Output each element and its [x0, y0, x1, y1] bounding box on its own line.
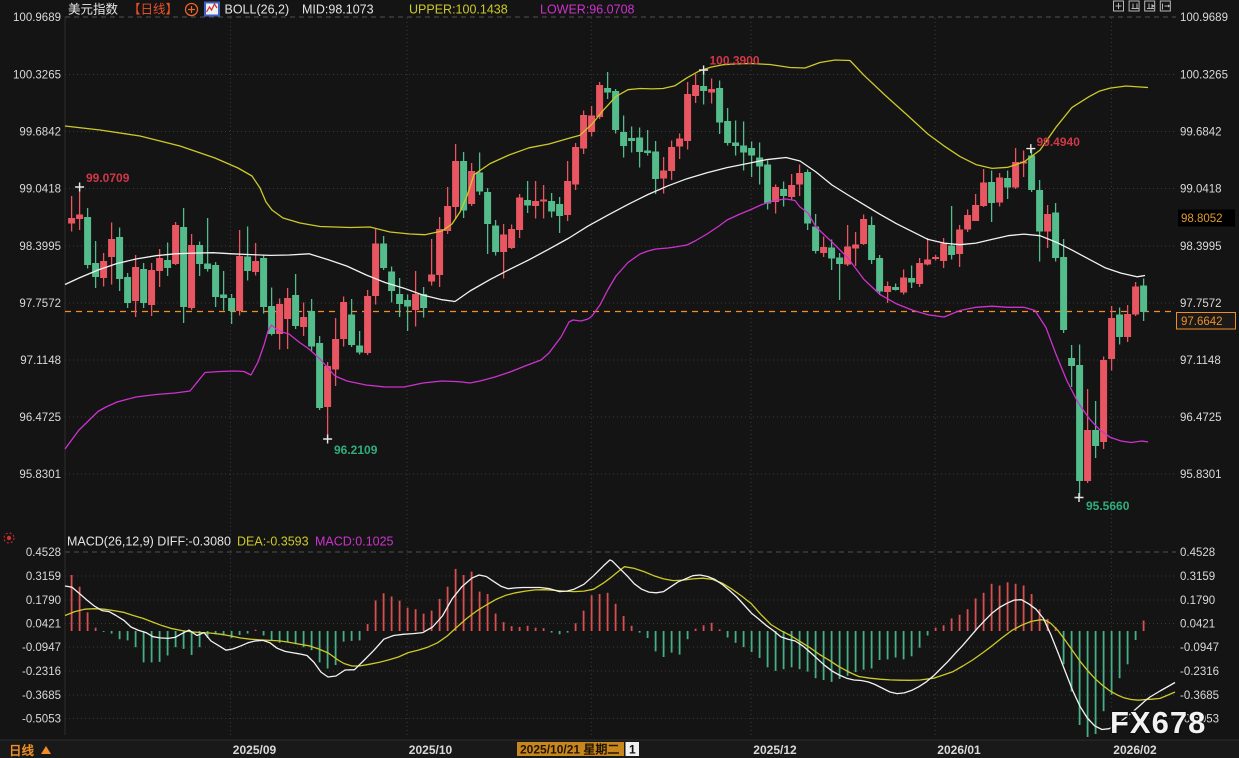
svg-text:MID:98.1073: MID:98.1073: [302, 3, 374, 17]
svg-text:UPPER:100.1438: UPPER:100.1438: [409, 3, 508, 17]
svg-text:美元指数: 美元指数: [68, 2, 119, 17]
svg-text:-0.3685: -0.3685: [22, 690, 61, 702]
svg-text:96.2109: 96.2109: [334, 443, 378, 457]
svg-text:0.1790: 0.1790: [1180, 595, 1215, 607]
svg-text:0.4528: 0.4528: [1180, 547, 1215, 559]
svg-text:-0.3685: -0.3685: [1180, 690, 1219, 702]
svg-text:98.3995: 98.3995: [1180, 241, 1222, 253]
svg-text:97.7572: 97.7572: [19, 298, 61, 310]
svg-text:-0.5053: -0.5053: [22, 714, 61, 726]
svg-text:95.5660: 95.5660: [1086, 499, 1130, 513]
svg-text:2026/02: 2026/02: [1113, 743, 1157, 757]
svg-text:-0.5053: -0.5053: [1180, 714, 1219, 726]
svg-text:2025/12: 2025/12: [753, 743, 797, 757]
svg-text:96.4725: 96.4725: [1180, 412, 1222, 424]
svg-text:98.8052: 98.8052: [1181, 213, 1223, 225]
svg-text:0.1790: 0.1790: [26, 595, 61, 607]
svg-text:BOLL(26,2): BOLL(26,2): [225, 3, 290, 17]
svg-text:97.6642: 97.6642: [1181, 316, 1223, 328]
svg-text:2025/10: 2025/10: [409, 743, 453, 757]
svg-text:98.3995: 98.3995: [19, 241, 61, 253]
svg-text:MACD:0.1025: MACD:0.1025: [315, 535, 394, 549]
svg-text:0.3159: 0.3159: [26, 571, 61, 583]
svg-text:-0.2316: -0.2316: [1180, 666, 1219, 678]
svg-text:0.3159: 0.3159: [1180, 571, 1215, 583]
svg-text:100.9689: 100.9689: [1180, 12, 1228, 24]
svg-text:2026/01: 2026/01: [937, 743, 981, 757]
svg-text:0.4528: 0.4528: [26, 547, 61, 559]
svg-text:0.0421: 0.0421: [1180, 619, 1215, 631]
svg-text:99.6842: 99.6842: [19, 127, 61, 139]
svg-text:0.0421: 0.0421: [26, 619, 61, 631]
svg-text:99.4940: 99.4940: [1037, 135, 1081, 149]
svg-text:-0.2316: -0.2316: [22, 666, 61, 678]
svg-text:97.1148: 97.1148: [20, 355, 61, 367]
svg-text:100.3265: 100.3265: [13, 70, 61, 82]
svg-text:99.0418: 99.0418: [1180, 184, 1222, 196]
svg-text:日线: 日线: [9, 743, 35, 758]
svg-text:DEA:-0.3593: DEA:-0.3593: [237, 535, 309, 549]
svg-text:【日线】: 【日线】: [128, 3, 178, 17]
svg-text:FX678: FX678: [1110, 705, 1206, 740]
svg-text:95.8301: 95.8301: [19, 469, 61, 481]
svg-text:100.3265: 100.3265: [1180, 70, 1228, 82]
svg-text:97.7572: 97.7572: [1180, 298, 1222, 310]
svg-text:99.6842: 99.6842: [1180, 127, 1222, 139]
svg-text:100.9689: 100.9689: [13, 12, 61, 24]
svg-text:96.4725: 96.4725: [19, 412, 61, 424]
svg-text:LOWER:96.0708: LOWER:96.0708: [540, 3, 635, 17]
svg-text:100.3900: 100.3900: [710, 54, 760, 68]
svg-text:-0.0947: -0.0947: [1180, 642, 1219, 654]
svg-text:99.0709: 99.0709: [86, 171, 130, 185]
svg-text:2025/09: 2025/09: [233, 743, 277, 757]
svg-text:99.0418: 99.0418: [19, 184, 61, 196]
svg-text:1: 1: [629, 743, 636, 757]
svg-text:95.8301: 95.8301: [1180, 469, 1222, 481]
svg-text:-0.0947: -0.0947: [22, 642, 61, 654]
svg-text:97.1148: 97.1148: [1180, 355, 1221, 367]
svg-text:MACD(26,12,9) DIFF:-0.3080: MACD(26,12,9) DIFF:-0.3080: [67, 535, 231, 549]
svg-text:2025/10/21 星期二: 2025/10/21 星期二: [520, 742, 619, 757]
